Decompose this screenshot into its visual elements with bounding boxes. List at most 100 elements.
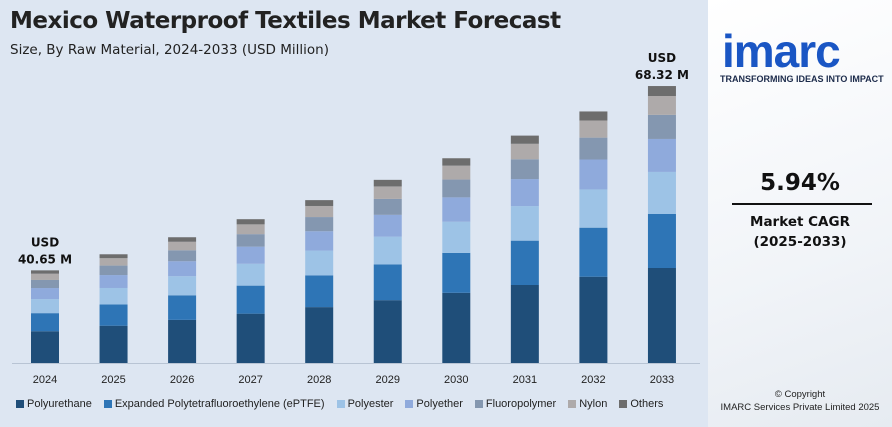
bar-segment-others-2030 bbox=[442, 158, 471, 166]
bar-segment-others-2026 bbox=[168, 237, 197, 242]
copyright-line2: IMARC Services Private Limited 2025 bbox=[720, 402, 880, 413]
cagr-label: Market CAGR (2025-2033) bbox=[708, 212, 892, 252]
x-tick-label: 2025 bbox=[101, 374, 125, 386]
total-label-currency: USD bbox=[31, 235, 59, 249]
cagr-value: 5.94% bbox=[760, 170, 840, 196]
bar-segment-polyester-2031 bbox=[510, 206, 539, 241]
legend-item: Fluoropolymer bbox=[474, 398, 557, 410]
info-panel: imarc TRANSFORMING IDEAS INTO IMPACT 5.9… bbox=[708, 0, 892, 427]
bar-segment-nylon-2031 bbox=[510, 143, 539, 160]
legend-swatch bbox=[336, 400, 345, 408]
bar-segment-others-2031 bbox=[510, 135, 539, 144]
copyright-line1: © Copyright bbox=[774, 389, 826, 400]
legend-label: Fluoropolymer bbox=[485, 398, 557, 410]
bar-segment-polyurethane-2030 bbox=[442, 292, 471, 363]
legend-label: Others bbox=[630, 398, 664, 410]
bar-segment-polyurethane-2024 bbox=[31, 331, 59, 363]
legend-swatch bbox=[103, 400, 112, 408]
bar-segment-expanded-polytetrafluoroethylene-eptfe--2024 bbox=[31, 313, 59, 332]
bar-segment-polyester-2028 bbox=[305, 250, 334, 276]
total-label-currency: USD bbox=[648, 51, 676, 65]
bar-segment-polyether-2033 bbox=[647, 138, 676, 172]
bar-segment-polyester-2033 bbox=[647, 171, 676, 214]
bar-segment-expanded-polytetrafluoroethylene-eptfe--2030 bbox=[442, 252, 471, 293]
bar-segment-polyester-2030 bbox=[442, 221, 471, 253]
stacked-bar-chart: 2024 USD 40.65 M 2025 2026 2027 2028 2029 2030 20… bbox=[12, 51, 700, 386]
bar-segment-polyether-2026 bbox=[168, 261, 197, 277]
chart-legend: Polyurethane Expanded Polytetrafluoroethy… bbox=[16, 398, 663, 410]
bar-segment-polyurethane-2029 bbox=[373, 300, 402, 363]
bar-segment-others-2033 bbox=[647, 86, 676, 97]
bar-segment-polyurethane-2028 bbox=[305, 307, 334, 363]
legend-label: Polyester bbox=[347, 398, 394, 410]
bar-segment-polyether-2024 bbox=[31, 288, 59, 300]
chart-subtitle: Size, By Raw Material, 2024-2033 (USD Mi… bbox=[10, 42, 329, 58]
x-tick-label: 2024 bbox=[33, 374, 57, 386]
bar-segment-fluoropolymer-2031 bbox=[510, 159, 539, 180]
bar-segment-polyurethane-2025 bbox=[99, 325, 128, 363]
bar-segment-polyester-2026 bbox=[168, 276, 197, 296]
bar-segment-fluoropolymer-2033 bbox=[647, 114, 676, 139]
x-tick-label: 2031 bbox=[513, 374, 537, 386]
bar-segment-others-2028 bbox=[305, 200, 334, 206]
logo-tagline: TRANSFORMING IDEAS INTO IMPACT bbox=[720, 74, 884, 84]
bar-segment-nylon-2033 bbox=[647, 96, 676, 115]
bar-segment-others-2024 bbox=[31, 270, 59, 274]
x-tick-label: 2033 bbox=[650, 374, 674, 386]
total-label-value: 68.32 M bbox=[635, 68, 689, 82]
bar-segment-expanded-polytetrafluoroethylene-eptfe--2027 bbox=[236, 285, 265, 314]
bar-segment-polyether-2025 bbox=[99, 275, 128, 288]
imarc-logo: imarc bbox=[722, 25, 841, 77]
bar-segment-fluoropolymer-2028 bbox=[305, 217, 334, 232]
legend-swatch bbox=[474, 400, 483, 408]
x-tick-label: 2029 bbox=[376, 374, 400, 386]
bar-segment-polyurethane-2032 bbox=[579, 276, 608, 363]
chart-title: Mexico Waterproof Textiles Market Foreca… bbox=[10, 8, 561, 34]
legend-label: Polyether bbox=[416, 398, 463, 410]
bar-segment-polyester-2024 bbox=[31, 299, 59, 314]
legend-label: Expanded Polytetrafluoroethylene (ePTFE) bbox=[114, 398, 325, 410]
cagr-period: (2025-2033) bbox=[753, 234, 847, 250]
bar-segment-polyether-2032 bbox=[579, 159, 608, 190]
legend-item: Expanded Polytetrafluoroethylene (ePTFE) bbox=[103, 398, 325, 410]
legend-label: Nylon bbox=[579, 398, 608, 410]
bar-segment-expanded-polytetrafluoroethylene-eptfe--2033 bbox=[647, 213, 676, 269]
legend-swatch bbox=[405, 400, 414, 408]
bar-segment-nylon-2027 bbox=[236, 224, 265, 235]
legend-item: Polyester bbox=[336, 398, 394, 410]
legend-item: Nylon bbox=[568, 398, 607, 410]
bar-segment-fluoropolymer-2026 bbox=[168, 250, 197, 262]
legend-swatch bbox=[568, 400, 577, 408]
bar-segment-polyether-2029 bbox=[373, 214, 402, 237]
bar-segment-fluoropolymer-2032 bbox=[579, 137, 608, 160]
bar-segment-nylon-2028 bbox=[305, 205, 334, 218]
bar-segment-others-2029 bbox=[373, 179, 402, 187]
bar-segment-nylon-2025 bbox=[99, 258, 128, 266]
bar-segment-fluoropolymer-2027 bbox=[236, 234, 265, 247]
bar-segment-polyester-2025 bbox=[99, 287, 128, 305]
bar-segment-polyurethane-2026 bbox=[168, 319, 197, 363]
bar-segment-others-2027 bbox=[236, 219, 265, 225]
x-tick-label: 2032 bbox=[581, 374, 605, 386]
bar-segment-expanded-polytetrafluoroethylene-eptfe--2031 bbox=[510, 240, 539, 285]
bar-segment-nylon-2024 bbox=[31, 273, 59, 280]
total-label-value: 40.65 M bbox=[18, 252, 72, 266]
bar-segment-polyester-2032 bbox=[579, 189, 608, 228]
bar-segment-fluoropolymer-2025 bbox=[99, 265, 128, 276]
bar-segment-polyester-2027 bbox=[236, 263, 265, 286]
bar-segment-polyether-2031 bbox=[510, 179, 539, 207]
bar-segment-nylon-2032 bbox=[579, 120, 608, 138]
bar-segment-others-2025 bbox=[99, 254, 128, 259]
bar-segment-fluoropolymer-2029 bbox=[373, 198, 402, 215]
bar-segment-expanded-polytetrafluoroethylene-eptfe--2025 bbox=[99, 304, 128, 326]
legend-swatch bbox=[619, 400, 628, 408]
bar-segment-polyurethane-2027 bbox=[236, 313, 265, 363]
bar-segment-fluoropolymer-2024 bbox=[31, 279, 59, 289]
legend-label: Polyurethane bbox=[27, 398, 92, 410]
x-tick-label: 2030 bbox=[444, 374, 468, 386]
bar-segment-polyether-2027 bbox=[236, 246, 265, 264]
bar-segment-polyurethane-2031 bbox=[510, 284, 539, 363]
x-tick-label: 2026 bbox=[170, 374, 194, 386]
legend-swatch bbox=[16, 400, 24, 408]
bar-segment-nylon-2029 bbox=[373, 186, 402, 199]
